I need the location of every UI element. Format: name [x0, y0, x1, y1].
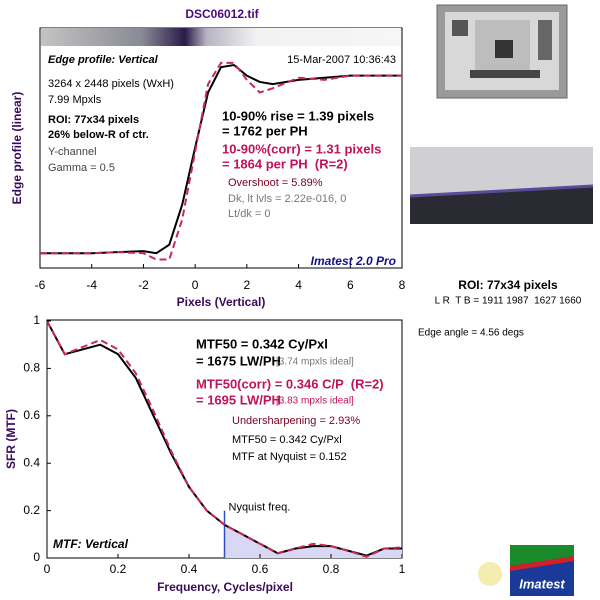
timestamp: 15-Mar-2007 10:36:43: [287, 54, 396, 66]
x-tick-label: 0.2: [110, 562, 127, 576]
mtf50-corr: MTF50(corr) = 0.346 C/P (R=2): [196, 376, 384, 391]
info: Y-channel: [48, 146, 97, 158]
x-tick-label: 1: [399, 562, 406, 576]
bottom-plot: Nyquist freq. 0 0.2 0.4 0.6 0.8 1 0 0.2 0.4 0.6 0.8…: [23, 313, 405, 576]
mtf50: = 1675 LW/PH: [196, 353, 281, 368]
rise-corr: = 1864 per PH (R=2): [222, 156, 348, 171]
svg-text:Imatest: Imatest: [519, 576, 565, 591]
mtf50-small: MTF50 = 0.342 Cy/Pxl: [232, 434, 342, 446]
nyquist-shade: [224, 524, 402, 558]
y-tick-label: 0.8: [23, 361, 40, 375]
y-tick-label: 0.4: [23, 455, 40, 469]
x-tick-label: 2: [244, 278, 251, 292]
mtf-nyquist: MTF at Nyquist = 0.152: [232, 451, 347, 463]
overshoot: Overshoot = 5.89%: [228, 177, 323, 189]
version: Imatest 2.0 Pro: [311, 254, 396, 268]
rise: = 1762 per PH: [222, 123, 308, 138]
y-axis-label: Edge profile (linear): [10, 92, 24, 205]
info: 26% below-R of ctr.: [48, 129, 149, 141]
roi-label: ROI: 77x34 pixels: [458, 278, 558, 292]
x-tick-label: 0.8: [323, 562, 340, 576]
roi-coords: L R T B = 1911 1987 1627 1660: [435, 296, 582, 307]
roi-crop: [409, 147, 594, 224]
y-tick-label: 0.2: [23, 503, 40, 517]
x-tick-label: 4: [295, 278, 302, 292]
nyquist-label: Nyquist freq.: [229, 502, 291, 514]
info: 7.99 Mpxls: [48, 94, 102, 106]
ideal: [3.83 mpxls ideal]: [276, 396, 354, 407]
mtf50-corr: = 1695 LW/PH: [196, 392, 281, 407]
x-tick-label: 6: [347, 278, 354, 292]
plot-label: MTF: Vertical: [53, 537, 129, 551]
y-axis-label: SFR (MTF): [4, 409, 18, 469]
undersharpening: Undersharpening = 2.93%: [232, 415, 360, 427]
x-tick-label: -2: [138, 278, 149, 292]
top-plot: -6 -4 -2 0 2 4 6 8: [35, 61, 406, 292]
series-line: [40, 61, 402, 261]
x-tick-label: -4: [86, 278, 97, 292]
page-title: DSC06012.tif: [185, 7, 259, 21]
x-tick-label: 8: [399, 278, 406, 292]
rise-corr: 10-90%(corr) = 1.31 pixels: [222, 141, 381, 156]
x-tick-label: -6: [35, 278, 46, 292]
x-tick-label: 0.4: [181, 562, 198, 576]
mtf50: MTF50 = 0.342 Cy/Pxl: [196, 336, 328, 351]
y-tick-label: 0: [33, 550, 40, 564]
x-tick-label: 0.6: [252, 562, 269, 576]
info: Gamma = 0.5: [48, 162, 115, 174]
x-tick-label: 0: [192, 278, 199, 292]
y-tick-label: 1: [33, 313, 40, 327]
rise: 10-90% rise = 1.39 pixels: [222, 108, 374, 123]
x-axis-label: Frequency, Cycles/pixel: [157, 580, 293, 594]
plot-label: Edge profile: Vertical: [48, 54, 159, 66]
x-tick-label: 0: [44, 562, 51, 576]
edge-angle: Edge angle = 4.56 degs: [418, 328, 524, 339]
info: ROI: 77x34 pixels: [48, 114, 139, 126]
y-tick-label: 0.6: [23, 408, 40, 422]
levels: Dk, lt lvls = 2.22e-016, 0: [228, 193, 346, 205]
series-line: [46, 320, 403, 558]
info: 3264 x 2448 pixels (WxH): [48, 78, 174, 90]
thumbnail: [436, 4, 568, 99]
levels: Lt/dk = 0: [228, 208, 271, 220]
ideal: [3.74 mpxls ideal]: [276, 357, 354, 368]
edge-strip: [41, 28, 401, 46]
logo: Imatest: [478, 545, 574, 596]
x-axis-label: Pixels (Vertical): [177, 295, 266, 309]
